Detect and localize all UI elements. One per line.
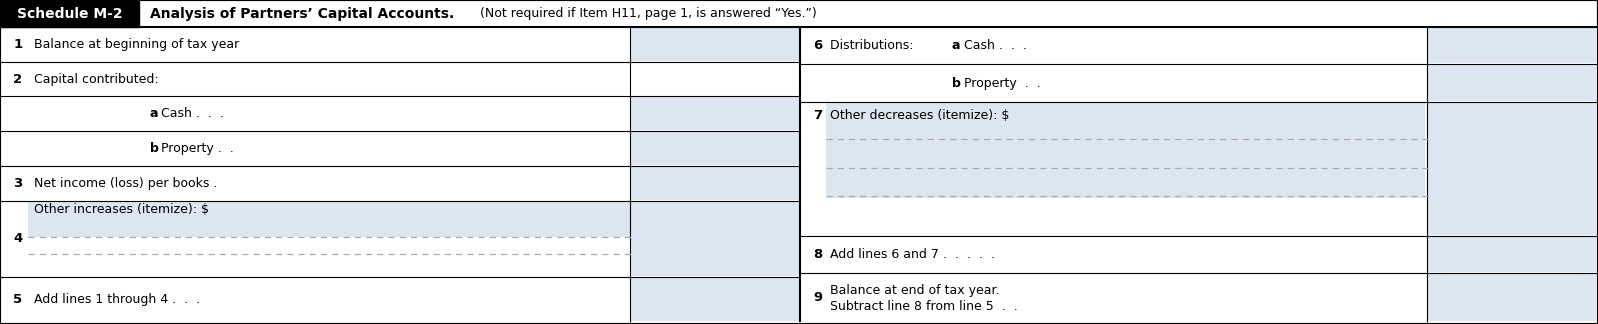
Text: Property  .  .: Property . . bbox=[964, 76, 1040, 89]
Text: Subtract line 8 from line 5  .  .: Subtract line 8 from line 5 . . bbox=[829, 300, 1018, 313]
Bar bbox=[1429, 237, 1596, 272]
Bar bbox=[1429, 274, 1596, 321]
Bar bbox=[1429, 28, 1596, 63]
Text: Other decreases (itemize): $: Other decreases (itemize): $ bbox=[829, 109, 1010, 122]
Text: Property .  .: Property . . bbox=[161, 142, 233, 155]
Text: Balance at beginning of tax year: Balance at beginning of tax year bbox=[34, 38, 240, 51]
Bar bbox=[631, 98, 799, 130]
Bar bbox=[2, 1, 139, 27]
Text: a: a bbox=[952, 39, 960, 52]
Text: (Not required if Item H11, page 1, is answered “Yes.”): (Not required if Item H11, page 1, is an… bbox=[479, 7, 817, 20]
Bar bbox=[1429, 65, 1596, 101]
Text: Add lines 1 through 4 .  .  .: Add lines 1 through 4 . . . bbox=[34, 293, 200, 306]
Text: b: b bbox=[150, 142, 158, 155]
Text: Cash .  .  .: Cash . . . bbox=[161, 107, 224, 120]
Text: b: b bbox=[952, 76, 960, 89]
Text: 6: 6 bbox=[813, 39, 823, 52]
Bar bbox=[29, 201, 630, 237]
Bar bbox=[1429, 103, 1596, 235]
Text: Other increases (itemize): $: Other increases (itemize): $ bbox=[34, 203, 209, 216]
Text: Schedule M-2: Schedule M-2 bbox=[18, 7, 123, 21]
Text: Distributions:: Distributions: bbox=[829, 39, 922, 52]
Text: 1: 1 bbox=[13, 38, 22, 51]
Bar bbox=[631, 278, 799, 321]
Bar bbox=[631, 167, 799, 200]
Text: a: a bbox=[150, 107, 158, 120]
Text: Analysis of Partners’ Capital Accounts.: Analysis of Partners’ Capital Accounts. bbox=[150, 7, 454, 21]
Text: 5: 5 bbox=[13, 293, 22, 306]
Text: 9: 9 bbox=[813, 291, 823, 304]
Text: Net income (loss) per books .: Net income (loss) per books . bbox=[34, 177, 217, 190]
Text: 4: 4 bbox=[13, 232, 22, 245]
Bar bbox=[631, 28, 799, 61]
Text: 7: 7 bbox=[813, 109, 823, 122]
Text: Cash .  .  .: Cash . . . bbox=[964, 39, 1028, 52]
Text: Capital contributed:: Capital contributed: bbox=[34, 73, 158, 86]
Bar bbox=[631, 202, 799, 276]
Text: Balance at end of tax year.: Balance at end of tax year. bbox=[829, 284, 999, 297]
Text: Add lines 6 and 7 .  .  .  .  .: Add lines 6 and 7 . . . . . bbox=[829, 248, 996, 261]
Bar bbox=[826, 102, 1425, 199]
Bar bbox=[631, 132, 799, 165]
Text: 2: 2 bbox=[13, 73, 22, 86]
Text: 8: 8 bbox=[813, 248, 823, 261]
Text: 3: 3 bbox=[13, 177, 22, 190]
